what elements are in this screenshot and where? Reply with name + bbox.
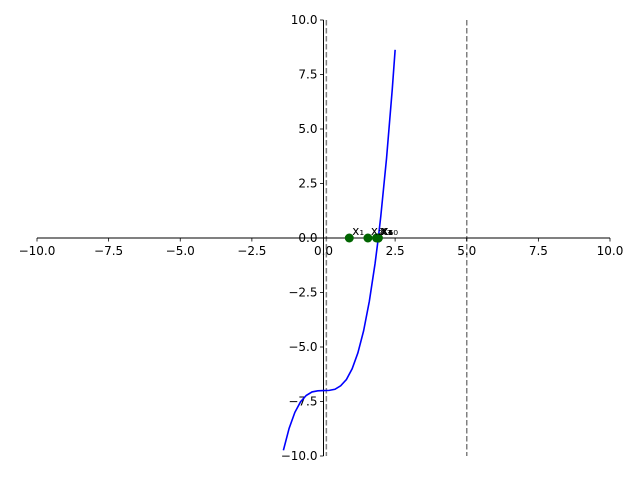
iteration-point-label: x₄: [381, 224, 393, 238]
iteration-point-label: x₁₀: [381, 224, 398, 238]
y-tick-label: 5.0: [298, 122, 317, 136]
iteration-point: [373, 233, 383, 243]
x-tick-label: −5.0: [166, 244, 195, 258]
iteration-point-label: x₃: [380, 224, 392, 238]
iteration-point: [344, 233, 354, 243]
iteration-point: [363, 233, 373, 243]
axes: −10.0 −7.5 −5.0 −2.5 0.0 2.5 5.0 7.5 10.0 −10.0 −7…: [19, 13, 624, 463]
y-tick-label: 7.5: [298, 68, 317, 82]
x-tick-label: 10.0: [597, 244, 624, 258]
y-tick-label: −5.0: [288, 340, 317, 354]
x-tick-label: 2.5: [386, 244, 405, 258]
iteration-point-label: x₁: [352, 224, 364, 238]
iteration-point-label: x₆: [381, 224, 393, 238]
iteration-point-label: x₂: [371, 224, 383, 238]
curve-layer: [282, 49, 396, 451]
y-tick-label: −7.5: [288, 395, 317, 409]
y-tick-label: −2.5: [288, 286, 317, 300]
x-tick-label: 7.5: [529, 244, 548, 258]
iteration-point-label: x₅: [381, 224, 393, 238]
function-curve: [282, 49, 396, 451]
y-tick-label: 10.0: [291, 13, 318, 27]
x-tick-label: −7.5: [94, 244, 123, 258]
y-tick-label: −10.0: [281, 449, 318, 463]
x-tick-label: 0.0: [314, 244, 333, 258]
x-tick-label: 5.0: [457, 244, 476, 258]
y-tick-label: 0.0: [298, 231, 317, 245]
y-tick-label: 2.5: [298, 177, 317, 191]
x-tick-label: −2.5: [237, 244, 266, 258]
x-tick-label: −10.0: [19, 244, 56, 258]
